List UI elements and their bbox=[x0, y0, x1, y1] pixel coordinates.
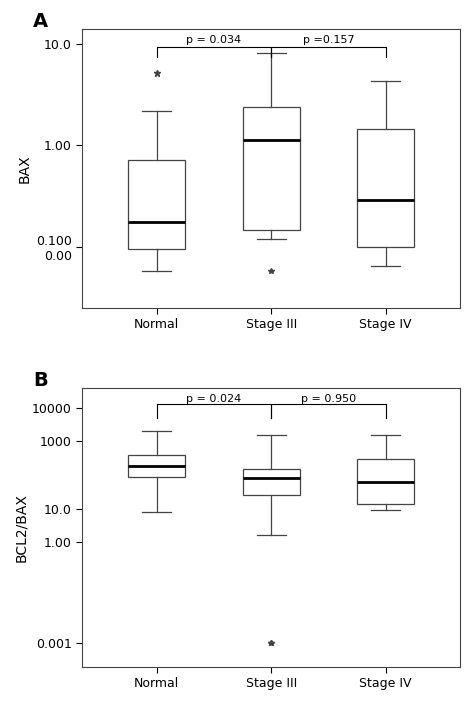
PathPatch shape bbox=[243, 470, 300, 495]
Text: p = 0.024: p = 0.024 bbox=[186, 394, 242, 403]
Y-axis label: BCL2/BAX: BCL2/BAX bbox=[14, 493, 28, 562]
PathPatch shape bbox=[243, 107, 300, 230]
PathPatch shape bbox=[357, 459, 414, 504]
Text: B: B bbox=[33, 371, 48, 390]
Text: p = 0.950: p = 0.950 bbox=[301, 394, 356, 403]
PathPatch shape bbox=[128, 455, 185, 477]
Y-axis label: BAX: BAX bbox=[18, 154, 32, 182]
Text: p =0.157: p =0.157 bbox=[303, 34, 354, 45]
PathPatch shape bbox=[357, 129, 414, 247]
Text: p = 0.034: p = 0.034 bbox=[186, 34, 242, 45]
PathPatch shape bbox=[128, 160, 185, 249]
Text: A: A bbox=[33, 12, 48, 31]
